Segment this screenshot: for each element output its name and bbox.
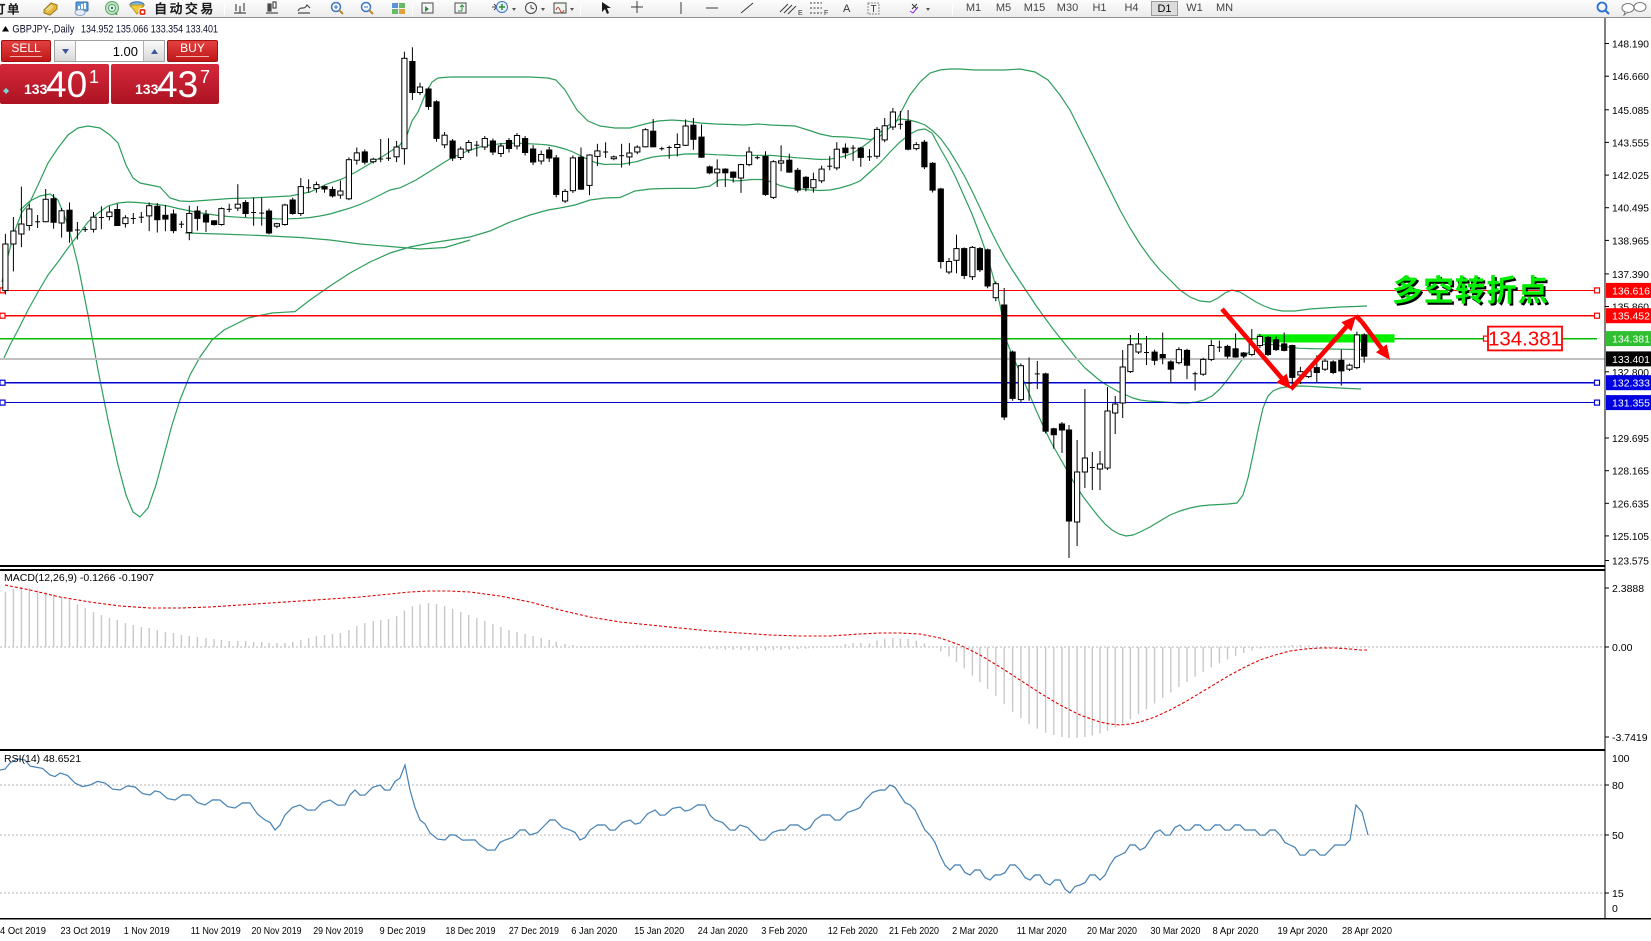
svg-text:125.105: 125.105 xyxy=(1612,531,1649,543)
svg-text:-3.7419: -3.7419 xyxy=(1612,732,1648,744)
svg-text:100: 100 xyxy=(1612,753,1630,765)
svg-text:80: 80 xyxy=(1612,780,1624,792)
svg-text:9 Dec 2019: 9 Dec 2019 xyxy=(380,925,426,937)
svg-text:126.635: 126.635 xyxy=(1612,498,1649,510)
svg-text:134.381: 134.381 xyxy=(1488,328,1562,351)
svg-text:148.190: 148.190 xyxy=(1612,39,1649,51)
svg-text:140.495: 140.495 xyxy=(1612,203,1649,215)
svg-text:4 Oct 2019: 4 Oct 2019 xyxy=(0,925,46,937)
svg-text:135.452: 135.452 xyxy=(1612,311,1650,323)
svg-text:29 Nov 2019: 29 Nov 2019 xyxy=(313,925,363,937)
svg-text:50: 50 xyxy=(1612,830,1624,842)
svg-text:15 Jan 2020: 15 Jan 2020 xyxy=(634,925,684,937)
svg-text:134.952 135.066 133.354 133.40: 134.952 135.066 133.354 133.401 xyxy=(81,24,218,36)
svg-text:21 Feb 2020: 21 Feb 2020 xyxy=(889,925,939,937)
svg-text:27 Dec 2019: 27 Dec 2019 xyxy=(509,925,559,937)
svg-text:GBPJPY-,Daily: GBPJPY-,Daily xyxy=(12,24,74,36)
svg-text:23 Oct 2019: 23 Oct 2019 xyxy=(61,925,111,937)
svg-text:1 Nov 2019: 1 Nov 2019 xyxy=(124,925,170,937)
svg-text:11 Nov 2019: 11 Nov 2019 xyxy=(191,925,241,937)
svg-text:136.616: 136.616 xyxy=(1612,285,1650,297)
svg-text:2.3888: 2.3888 xyxy=(1612,583,1644,595)
svg-text:2 Mar 2020: 2 Mar 2020 xyxy=(952,925,998,937)
svg-text:145.085: 145.085 xyxy=(1612,105,1649,117)
svg-text:28 Apr 2020: 28 Apr 2020 xyxy=(1342,925,1392,937)
svg-text:132.333: 132.333 xyxy=(1612,378,1650,390)
svg-text:142.025: 142.025 xyxy=(1612,170,1649,182)
svg-text:8 Apr 2020: 8 Apr 2020 xyxy=(1213,925,1259,937)
svg-text:18 Dec 2019: 18 Dec 2019 xyxy=(446,925,496,937)
svg-text:19 Apr 2020: 19 Apr 2020 xyxy=(1278,925,1328,937)
svg-text:3 Feb 2020: 3 Feb 2020 xyxy=(761,925,807,937)
svg-text:F: F xyxy=(824,10,828,17)
svg-text:137.390: 137.390 xyxy=(1612,269,1649,281)
svg-text:0.00: 0.00 xyxy=(1612,642,1633,654)
svg-text:128.165: 128.165 xyxy=(1612,466,1649,478)
svg-text:A: A xyxy=(843,3,851,15)
svg-text:11 Mar 2020: 11 Mar 2020 xyxy=(1017,925,1067,937)
svg-text:133.401: 133.401 xyxy=(1612,354,1650,366)
svg-text:24 Jan 2020: 24 Jan 2020 xyxy=(698,925,748,937)
svg-text:0: 0 xyxy=(1612,903,1618,915)
svg-text:MACD(12,26,9) -0.1266 -0.1907: MACD(12,26,9) -0.1266 -0.1907 xyxy=(4,572,154,584)
svg-text:RSI(14) 48.6521: RSI(14) 48.6521 xyxy=(4,753,81,765)
svg-text:129.695: 129.695 xyxy=(1612,433,1649,445)
svg-text:E: E xyxy=(798,10,803,17)
svg-text:30 Mar 2020: 30 Mar 2020 xyxy=(1151,925,1201,937)
svg-text:146.660: 146.660 xyxy=(1612,71,1649,83)
svg-text:20 Nov 2019: 20 Nov 2019 xyxy=(252,925,302,937)
svg-text:15: 15 xyxy=(1612,888,1624,900)
svg-text:6 Jan 2020: 6 Jan 2020 xyxy=(571,925,617,937)
svg-text:134.381: 134.381 xyxy=(1612,334,1650,346)
svg-text:12 Feb 2020: 12 Feb 2020 xyxy=(828,925,878,937)
svg-text:T: T xyxy=(871,4,877,15)
svg-text:138.965: 138.965 xyxy=(1612,235,1649,247)
svg-text:123.575: 123.575 xyxy=(1612,556,1649,568)
svg-text:143.555: 143.555 xyxy=(1612,137,1649,149)
svg-text:20 Mar 2020: 20 Mar 2020 xyxy=(1087,925,1137,937)
svg-text:131.355: 131.355 xyxy=(1612,398,1650,410)
